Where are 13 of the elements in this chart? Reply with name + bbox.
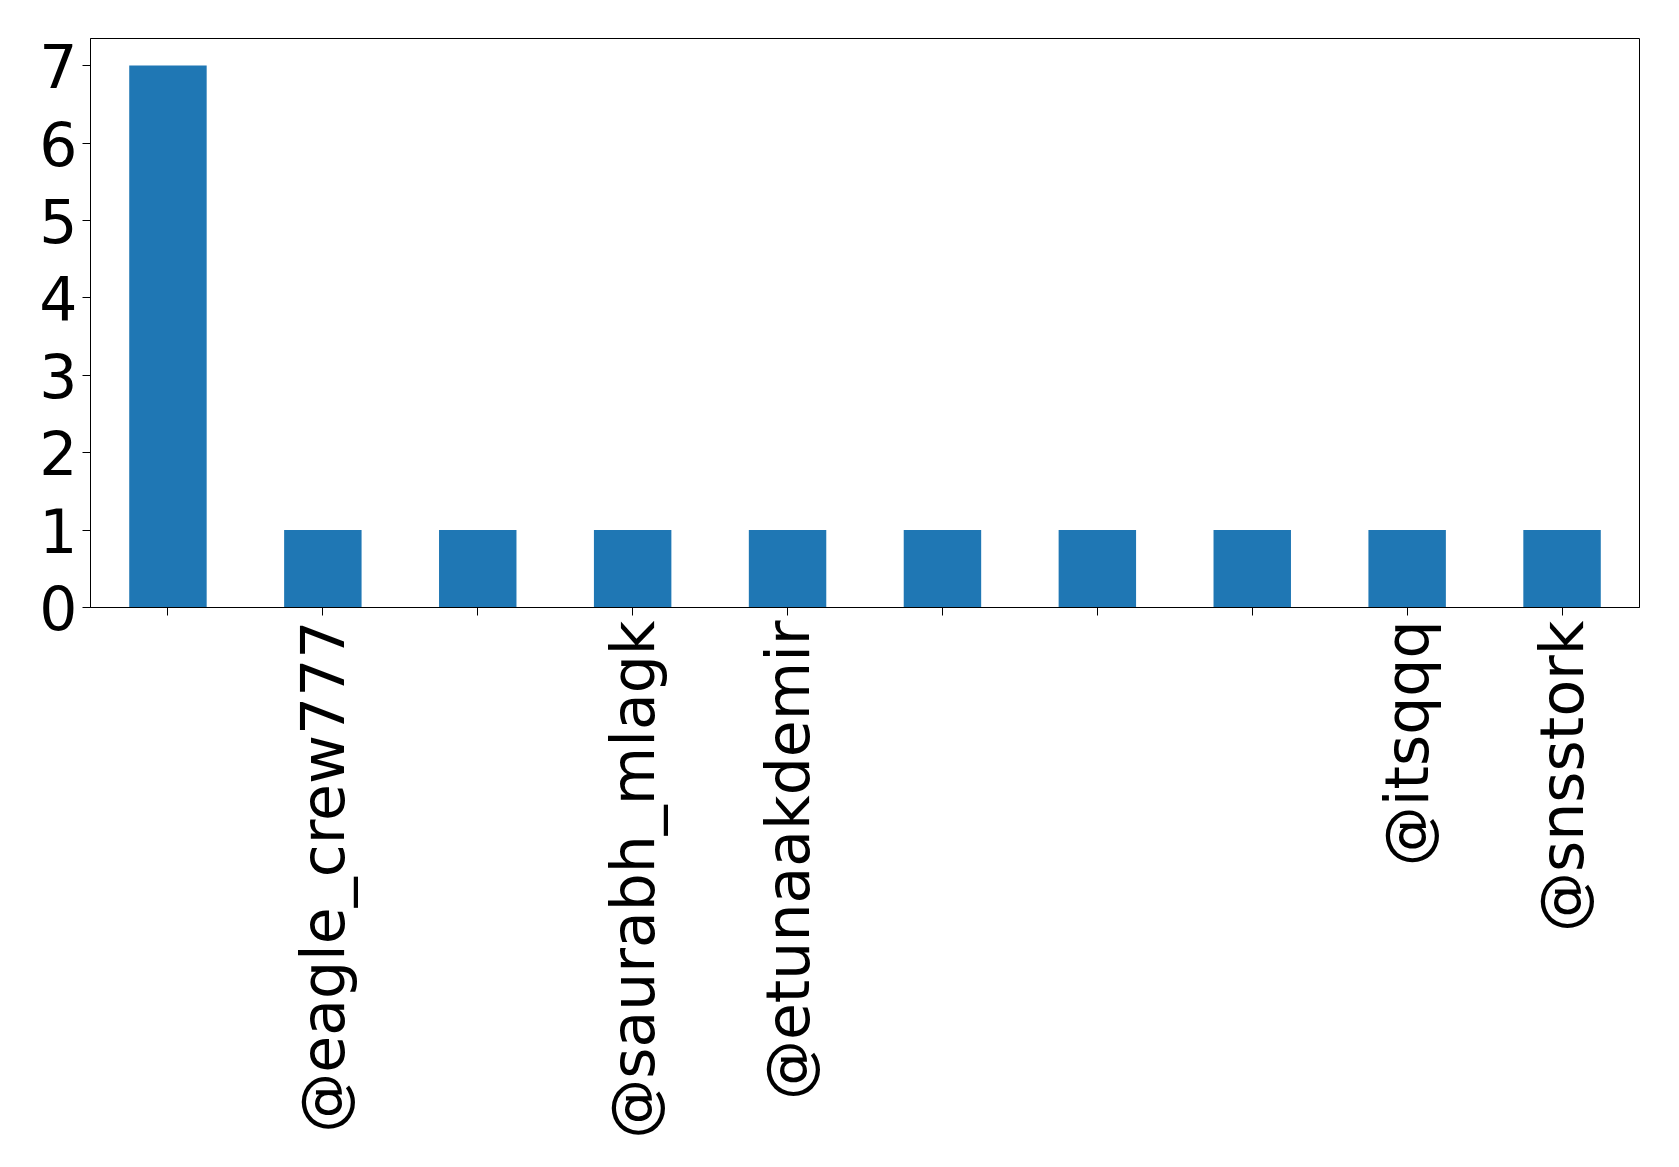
x-tick-label: @saurabh_mlagk [597,620,668,1139]
y-tick-label: 5 [39,186,78,257]
y-tick-label: 3 [39,341,78,412]
y-tick-label: 0 [39,574,78,644]
y-tick-label: 6 [39,109,78,180]
y-tick-label: 1 [39,496,78,567]
y-tick-label: 4 [39,264,78,335]
x-tick-label: @eagle_crew777 [287,620,358,1133]
x-tick-label: @etunaakdemir [752,620,823,1101]
y-tick-label: 2 [39,419,78,490]
x-tick-label: @itsqqq [1372,620,1443,867]
y-tick-label: 7 [39,32,78,103]
x-tick-label: @snsstork [1527,620,1598,932]
